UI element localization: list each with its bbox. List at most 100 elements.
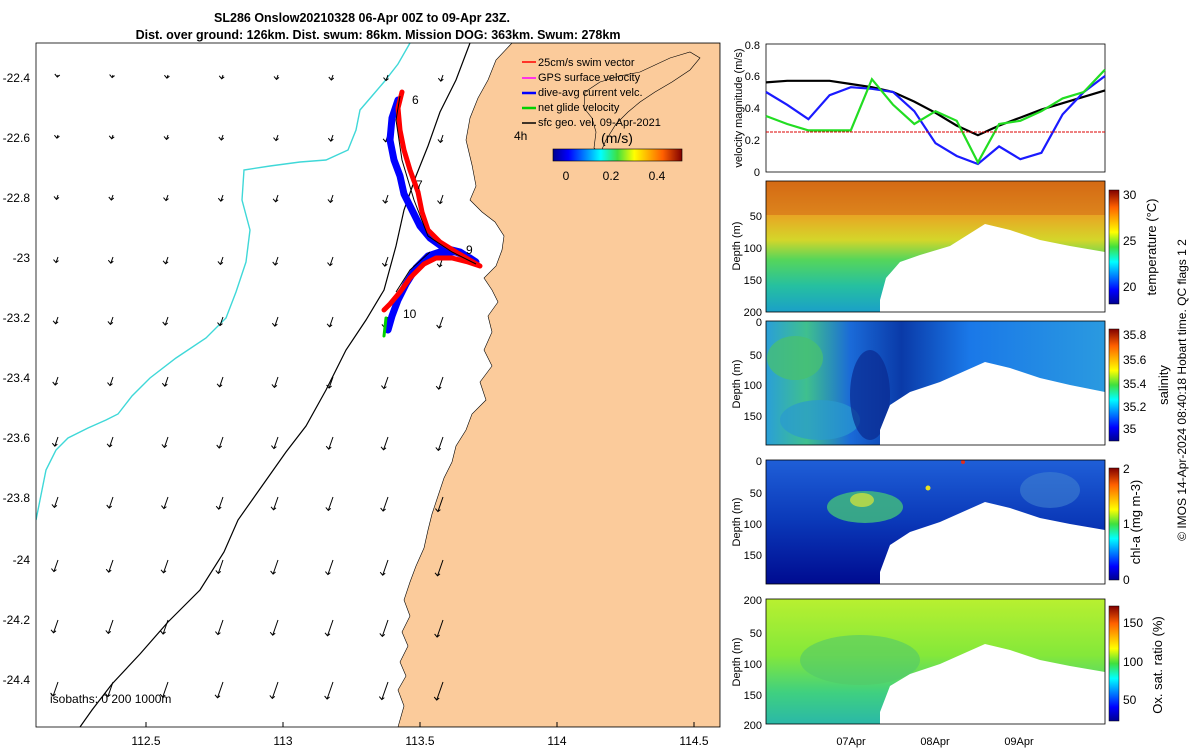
chl-patch-yellow	[850, 493, 874, 507]
velocity-arrow	[217, 619, 224, 635]
isobath-cyan	[36, 43, 411, 521]
xtick-07apr: 07Apr	[836, 736, 866, 748]
arrow-head	[271, 322, 278, 327]
arrow-head	[379, 571, 386, 576]
map-frame	[35, 42, 721, 728]
vel-ylabel: velocity magnitude (m/s)	[733, 48, 745, 167]
map-xaxis: 112.5 113 113.5 114 114.5	[131, 722, 709, 748]
velocity-arrow	[164, 316, 169, 326]
sal-ytick-0: 0	[756, 317, 762, 329]
arrow-head	[107, 382, 113, 387]
arrow-head	[270, 570, 276, 575]
velocity-arrow	[330, 134, 334, 142]
sal-cb-tick-1: 35.2	[1123, 400, 1147, 414]
ox-cb-tick-1: 100	[1123, 655, 1143, 669]
velocity-arrow	[163, 436, 169, 448]
velocity-arrow	[327, 619, 334, 636]
temp-frame	[765, 180, 1106, 313]
day-label-7: 7	[416, 178, 423, 192]
vel-ytick-4: 0.8	[745, 40, 760, 52]
arrow-head	[163, 136, 170, 141]
velocity-arrow	[436, 619, 444, 638]
chl-ytick-0: 0	[756, 456, 762, 468]
sal-patch-cyan	[780, 400, 860, 440]
arrow-head	[218, 75, 225, 80]
map-xtick-4: 114.5	[679, 734, 708, 748]
velocity-arrow	[381, 681, 389, 700]
velocity-arrow	[162, 619, 169, 635]
arrow-head	[273, 76, 280, 81]
chl-colorbar	[1108, 467, 1120, 581]
chl-frame	[765, 459, 1106, 585]
velocity-arrow	[219, 256, 224, 265]
arrow-head	[217, 322, 223, 327]
arrow-head	[53, 196, 60, 201]
isobath-200	[79, 43, 471, 727]
arrow-head	[105, 568, 112, 573]
arrow-head	[164, 74, 170, 79]
arrow-head	[52, 381, 59, 386]
arrow-head	[434, 633, 440, 638]
credit-text: © IMOS 14-Apr-2024 08:40:18 Hobart time.…	[1175, 239, 1189, 541]
arrow-head	[435, 508, 441, 513]
colorbar-tick-2: 0.4	[649, 169, 666, 183]
chl-ytick-150: 150	[744, 550, 762, 562]
temp-ytick-150: 150	[744, 275, 762, 287]
velocity-arrow	[109, 436, 114, 447]
velocity-series	[765, 68, 1106, 166]
arrow-head	[161, 505, 167, 510]
arrow-head	[163, 197, 169, 202]
velocity-arrow	[163, 559, 169, 573]
velocity-arrow	[381, 619, 389, 637]
velocity-arrow	[53, 496, 59, 508]
map-ytick-3: -23	[13, 251, 31, 265]
velocity-arrow	[218, 496, 224, 510]
arrow-head	[162, 260, 169, 265]
vel-ytick-2: 0.4	[745, 103, 760, 115]
ox-frame	[765, 598, 1106, 725]
arrow-head	[108, 196, 115, 201]
chl-dot-red	[961, 460, 965, 464]
island	[583, 51, 701, 155]
map-colorbar	[552, 148, 683, 162]
sal-ytick-100: 100	[744, 380, 762, 392]
ox-ylabel: Depth (m)	[731, 638, 743, 687]
arrow-head	[216, 383, 223, 388]
series-green	[765, 68, 1106, 165]
velocity-arrow	[54, 376, 59, 386]
temp-seafloor-mask	[880, 224, 1105, 312]
vel-ytick-0: 0	[754, 167, 760, 179]
arrow-head	[52, 320, 59, 325]
day-label-9: 9	[466, 243, 473, 257]
arrow-head	[326, 323, 333, 328]
arrow-head	[381, 262, 388, 267]
arrow-head	[326, 384, 332, 389]
map-ytick-5: -23.4	[3, 371, 31, 385]
chl-ytick-100: 100	[744, 519, 762, 531]
sal-frame	[765, 320, 1106, 446]
arrow-head	[435, 447, 442, 452]
arrow-head	[436, 324, 442, 329]
arrow-head	[215, 570, 222, 575]
velocity-arrow	[273, 376, 279, 388]
velocity-arrow	[55, 316, 59, 324]
velocity-arrow	[273, 436, 279, 449]
xtick-08apr: 08Apr	[920, 736, 950, 748]
arrow-head	[159, 693, 166, 698]
map-ytick-1: -22.6	[3, 131, 31, 145]
map-ytick-9: -24.2	[3, 613, 31, 627]
chl-panel: 0 1 2 chl-a (mg m-3) 0 50 100 150 Depth …	[731, 456, 1143, 587]
sal-cb-label: salinity	[1156, 365, 1171, 405]
chl-ylabel: Depth (m)	[731, 498, 743, 547]
arrow-head	[437, 200, 443, 205]
velocity-arrow	[162, 681, 169, 698]
track-black	[395, 95, 477, 293]
legend-glide: net glide velocity	[538, 102, 620, 114]
map-xtick-2: 113.5	[405, 734, 434, 748]
temp-cb-tick-0: 20	[1123, 280, 1137, 294]
chl-cb-label: chl-a (mg m-3)	[1128, 480, 1143, 565]
arrow-head	[380, 507, 386, 512]
sal-colorbar	[1108, 328, 1120, 442]
ox-ytick-200: 200	[744, 720, 762, 732]
